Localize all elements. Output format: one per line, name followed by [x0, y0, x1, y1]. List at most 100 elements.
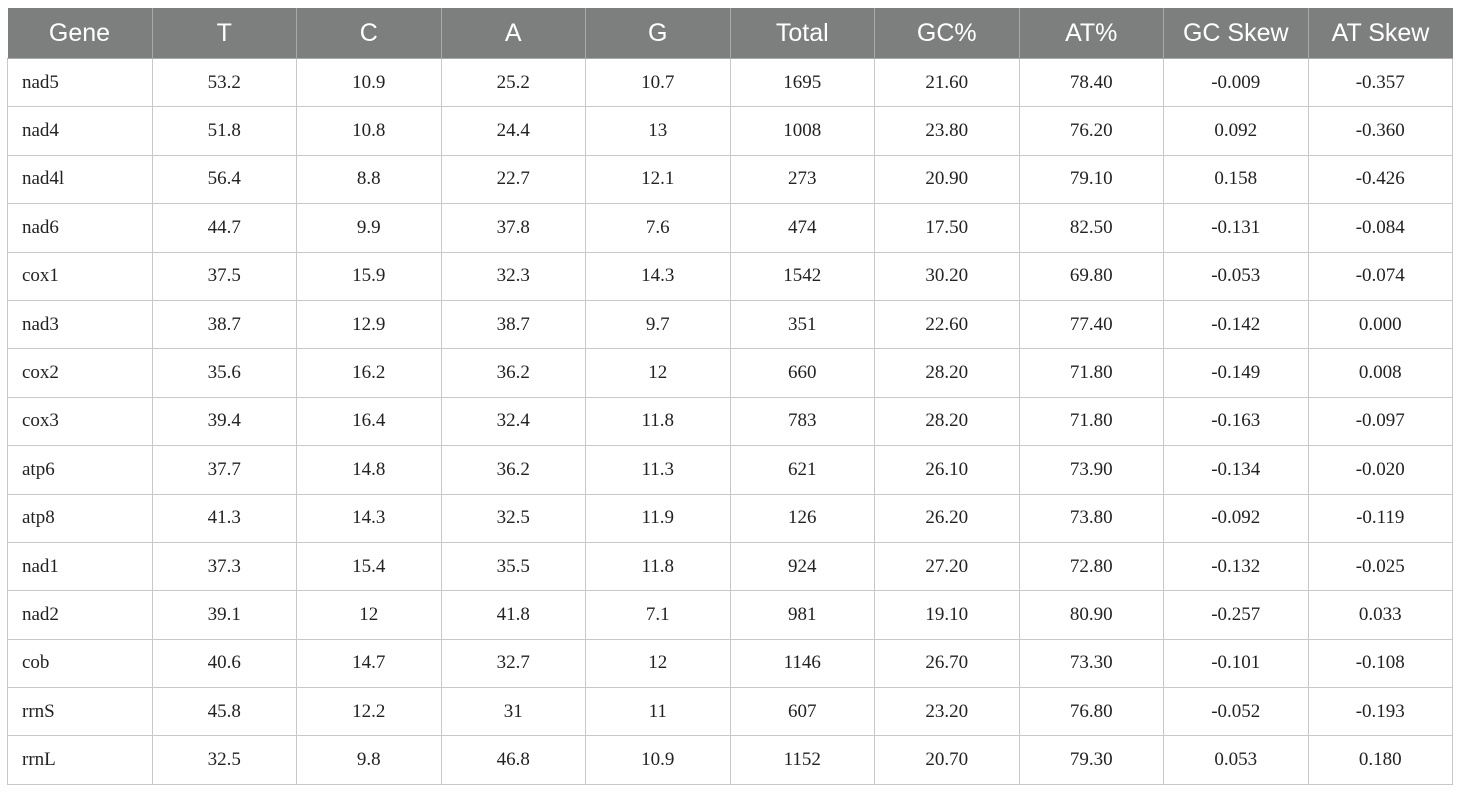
cell-c: 9.8 — [296, 735, 442, 785]
table-header: Gene T C A G Total GC% AT% GC Skew AT Sk… — [7, 8, 1453, 59]
cell-at-skew: -0.097 — [1307, 396, 1453, 447]
cell-at-skew: -0.357 — [1307, 57, 1453, 108]
cell-gc-percent: 28.20 — [874, 396, 1020, 447]
cell-g: 14.3 — [585, 251, 731, 301]
cell-a: 32.4 — [440, 396, 586, 447]
cell-gc-skew: -0.052 — [1163, 687, 1309, 737]
cell-gene: nad6 — [7, 203, 153, 253]
cell-gc-skew: -0.131 — [1163, 203, 1309, 253]
cell-a: 36.2 — [440, 348, 586, 398]
table-row: cox2 35.6 16.2 36.2 12 660 28.20 71.80 -0.149 0.0… — [7, 348, 1453, 398]
cell-a: 32.3 — [440, 251, 586, 301]
cell-gene: nad2 — [7, 590, 153, 640]
cell-t: 56.4 — [151, 154, 297, 205]
cell-at-skew: 0.180 — [1307, 735, 1453, 785]
header-at-skew: AT Skew — [1308, 8, 1453, 59]
cell-gc-percent: 23.20 — [874, 687, 1020, 737]
cell-at-percent: 73.30 — [1018, 638, 1164, 689]
cell-g: 9.7 — [585, 299, 731, 350]
cell-a: 41.8 — [440, 590, 586, 640]
cell-total: 1152 — [729, 735, 875, 785]
cell-gc-percent: 23.80 — [874, 106, 1020, 156]
cell-at-percent: 71.80 — [1018, 396, 1164, 447]
cell-g: 11.9 — [585, 493, 731, 543]
cell-gc-percent: 28.20 — [874, 348, 1020, 398]
cell-at-skew: -0.193 — [1307, 687, 1453, 737]
cell-at-percent: 71.80 — [1018, 348, 1164, 398]
gene-composition-table: Gene T C A G Total GC% AT% GC Skew AT Sk… — [7, 8, 1453, 785]
cell-gc-percent: 26.10 — [874, 445, 1020, 495]
cell-a: 24.4 — [440, 106, 586, 156]
cell-gene: atp6 — [7, 445, 153, 495]
header-row: Gene T C A G Total GC% AT% GC Skew AT Sk… — [7, 8, 1453, 59]
cell-a: 31 — [440, 687, 586, 737]
cell-c: 12.9 — [296, 299, 442, 350]
cell-gc-percent: 26.20 — [874, 493, 1020, 543]
cell-total: 981 — [729, 590, 875, 640]
cell-at-skew: 0.000 — [1307, 299, 1453, 350]
cell-at-percent: 73.80 — [1018, 493, 1164, 543]
cell-c: 15.4 — [296, 541, 442, 592]
cell-gene: cox3 — [7, 396, 153, 447]
header-gc-percent: GC% — [874, 8, 1020, 59]
cell-total: 474 — [729, 203, 875, 253]
cell-g: 7.6 — [585, 203, 731, 253]
cell-a: 22.7 — [440, 154, 586, 205]
cell-t: 37.7 — [151, 445, 297, 495]
cell-at-percent: 72.80 — [1018, 541, 1164, 592]
cell-at-percent: 80.90 — [1018, 590, 1164, 640]
cell-gc-skew: -0.132 — [1163, 541, 1309, 592]
table-row: rrnL 32.5 9.8 46.8 10.9 1152 20.70 79.30 0.053 0.… — [7, 735, 1453, 785]
cell-total: 783 — [729, 396, 875, 447]
cell-g: 10.9 — [585, 735, 731, 785]
cell-g: 11 — [585, 687, 731, 737]
cell-gene: cox2 — [7, 348, 153, 398]
header-at-percent: AT% — [1019, 8, 1164, 59]
header-g: G — [585, 8, 731, 59]
cell-g: 12 — [585, 638, 731, 689]
cell-at-percent: 76.80 — [1018, 687, 1164, 737]
cell-t: 53.2 — [151, 57, 297, 108]
cell-total: 351 — [729, 299, 875, 350]
cell-c: 14.7 — [296, 638, 442, 689]
cell-c: 14.8 — [296, 445, 442, 495]
cell-g: 10.7 — [585, 57, 731, 108]
cell-t: 35.6 — [151, 348, 297, 398]
cell-a: 38.7 — [440, 299, 586, 350]
cell-gc-skew: -0.053 — [1163, 251, 1309, 301]
cell-gene: rrnL — [7, 735, 153, 785]
cell-gc-skew: -0.134 — [1163, 445, 1309, 495]
cell-c: 9.9 — [296, 203, 442, 253]
header-a: A — [441, 8, 586, 59]
cell-total: 273 — [729, 154, 875, 205]
cell-g: 12.1 — [585, 154, 731, 205]
cell-at-percent: 69.80 — [1018, 251, 1164, 301]
cell-a: 46.8 — [440, 735, 586, 785]
cell-at-skew: -0.426 — [1307, 154, 1453, 205]
cell-t: 40.6 — [151, 638, 297, 689]
cell-gc-skew: -0.092 — [1163, 493, 1309, 543]
cell-total: 1008 — [729, 106, 875, 156]
table-row: cox1 37.5 15.9 32.3 14.3 1542 30.20 69.80 -0.053… — [7, 251, 1453, 301]
cell-c: 12 — [296, 590, 442, 640]
table-row: nad3 38.7 12.9 38.7 9.7 351 22.60 77.40 -0.142 0.… — [7, 299, 1453, 350]
cell-gc-skew: -0.142 — [1163, 299, 1309, 350]
cell-gc-skew: -0.257 — [1163, 590, 1309, 640]
cell-c: 10.8 — [296, 106, 442, 156]
cell-total: 1146 — [729, 638, 875, 689]
cell-a: 36.2 — [440, 445, 586, 495]
cell-c: 16.2 — [296, 348, 442, 398]
table-row: rrnS 45.8 12.2 31 11 607 23.20 76.80 -0.052 -0.19… — [7, 687, 1453, 737]
header-t: T — [152, 8, 297, 59]
cell-gene: cox1 — [7, 251, 153, 301]
cell-at-skew: 0.033 — [1307, 590, 1453, 640]
cell-at-skew: -0.025 — [1307, 541, 1453, 592]
cell-gc-skew: -0.101 — [1163, 638, 1309, 689]
cell-c: 14.3 — [296, 493, 442, 543]
cell-at-percent: 82.50 — [1018, 203, 1164, 253]
cell-gc-percent: 22.60 — [874, 299, 1020, 350]
cell-at-percent: 79.10 — [1018, 154, 1164, 205]
table-row: atp6 37.7 14.8 36.2 11.3 621 26.10 73.90 -0.134-… — [7, 445, 1453, 495]
cell-gene: nad4 — [7, 106, 153, 156]
table-body: nad5 53.2 10.9 25.2 10.7 1695 21.60 78.40 -0.009… — [7, 57, 1453, 785]
